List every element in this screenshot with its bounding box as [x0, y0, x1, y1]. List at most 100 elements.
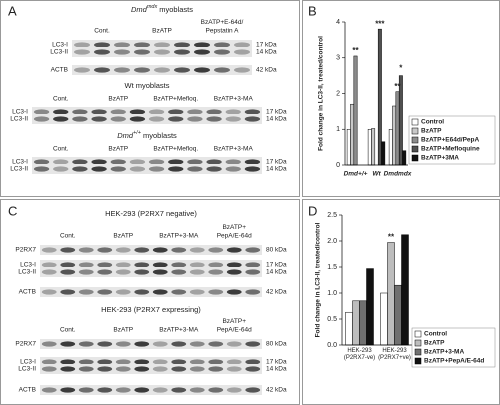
marker-label: 14 kDa: [256, 49, 277, 56]
band: [245, 247, 261, 253]
band: [214, 42, 230, 48]
band: [171, 269, 187, 275]
band: [72, 166, 88, 172]
panel-label: A: [8, 3, 17, 18]
band: [91, 166, 107, 172]
band: [208, 247, 224, 253]
bar: [377, 28, 382, 166]
band: [97, 262, 113, 268]
legend-swatch: [411, 118, 419, 126]
band: [97, 359, 113, 365]
band: [214, 49, 230, 55]
blot-title-sup: +/+: [133, 130, 142, 136]
bar: [388, 129, 393, 166]
lane-header: Cont.: [60, 327, 76, 334]
blot-title-text: Wt myoblasts: [124, 81, 169, 90]
legend-label: Control: [421, 119, 444, 126]
band: [115, 366, 131, 372]
band: [78, 366, 94, 372]
lane-header: BzATP+E-64d/: [201, 19, 244, 26]
band: [154, 42, 170, 48]
lane-header: Cont.: [53, 146, 69, 153]
band: [72, 109, 88, 115]
blot-strip: [40, 245, 262, 255]
band: [60, 359, 76, 365]
band: [110, 159, 126, 165]
band: [208, 341, 224, 347]
bar: [402, 150, 407, 166]
marker-label: 14 kDa: [266, 366, 287, 373]
row-label: ACTB: [51, 67, 68, 74]
marker-label: 17 kDa: [266, 262, 287, 269]
bar: [345, 311, 353, 346]
lane-header: BzATP: [152, 28, 172, 35]
y-axis-label: Fold change in LC3-II, treated/control: [315, 222, 322, 337]
x-tick-label: Wt: [372, 171, 381, 178]
band: [245, 341, 261, 347]
band: [53, 116, 69, 122]
annotation: **: [388, 233, 395, 242]
band: [171, 262, 187, 268]
blot-strip: [32, 107, 262, 117]
y-tick-label: 0.0: [327, 342, 337, 349]
band: [134, 341, 150, 347]
row-label: LC3-I: [20, 262, 36, 269]
band: [225, 116, 241, 122]
band: [33, 166, 50, 172]
lane-header: BzATP+3-MA: [159, 233, 199, 240]
band: [194, 49, 210, 55]
band: [187, 159, 203, 165]
legend-label: BzATP: [424, 340, 445, 347]
lane-header: Cont.: [94, 28, 110, 35]
band: [134, 366, 150, 372]
band: [152, 341, 168, 347]
band: [234, 42, 250, 48]
y-tick-label: 1.0: [327, 290, 337, 297]
annotation: ***: [375, 19, 385, 28]
legend-box: [411, 327, 496, 368]
band: [245, 359, 261, 365]
band: [225, 109, 241, 115]
band: [171, 387, 187, 393]
band: [206, 159, 222, 165]
band: [152, 269, 168, 275]
legend-swatch: [414, 357, 422, 365]
band: [72, 159, 88, 165]
band: [60, 289, 76, 295]
marker-label: 42 kDa: [266, 289, 287, 296]
band: [187, 116, 203, 122]
y-tick-label: 2.5: [327, 212, 337, 219]
band: [189, 341, 205, 347]
lane-header: BzATP+Mefloq.: [153, 146, 198, 153]
band: [194, 42, 210, 48]
band: [41, 289, 57, 295]
band: [74, 42, 90, 48]
bar: [380, 292, 388, 346]
band: [33, 109, 50, 115]
annotation: *: [399, 64, 403, 73]
band: [129, 159, 146, 165]
blot-title: HEK-293 (P2RX7 expressing): [101, 305, 201, 314]
band: [174, 67, 190, 73]
legend-swatch: [414, 348, 422, 356]
bar: [401, 234, 409, 346]
bar: [371, 128, 376, 166]
band: [208, 262, 224, 268]
band: [154, 49, 170, 55]
band: [115, 341, 131, 347]
y-tick-label: 0.5: [327, 316, 337, 323]
blot-title-text: HEK-293 (P2RX7 negative): [105, 209, 197, 218]
band: [60, 262, 76, 268]
blot-title: HEK-293 (P2RX7 negative): [105, 209, 197, 218]
band: [114, 67, 130, 73]
blot-title-text: HEK-293 (P2RX7 expressing): [101, 305, 201, 314]
band: [41, 341, 57, 347]
band: [41, 359, 57, 365]
bar: [352, 300, 360, 346]
bar: [387, 242, 395, 346]
lane-header: BzATP: [113, 327, 133, 334]
blot-title: Wt myoblasts: [124, 81, 169, 90]
panel-border: [0, 0, 300, 197]
band: [134, 387, 150, 393]
band: [187, 109, 203, 115]
